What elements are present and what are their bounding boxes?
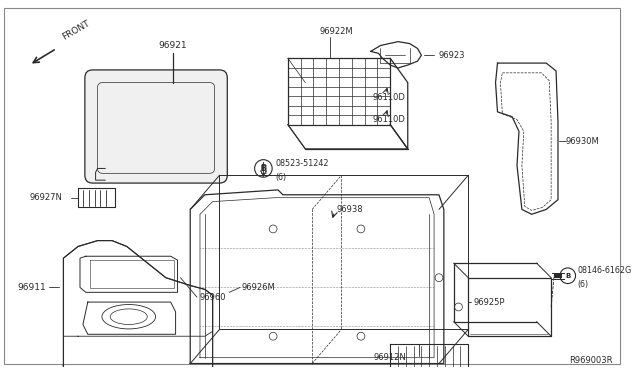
- Text: Ⓑ: Ⓑ: [260, 163, 266, 173]
- Text: 96912N: 96912N: [374, 353, 406, 362]
- Text: 96925P: 96925P: [473, 298, 504, 307]
- Text: 96110D: 96110D: [372, 93, 406, 102]
- Text: 08523-51242: 08523-51242: [275, 159, 328, 168]
- FancyBboxPatch shape: [85, 70, 227, 183]
- Text: 96927N: 96927N: [29, 193, 62, 202]
- Text: 96110D: 96110D: [372, 115, 406, 124]
- Text: 96960: 96960: [200, 293, 227, 302]
- Text: (6): (6): [577, 280, 589, 289]
- Text: 96930M: 96930M: [566, 137, 600, 145]
- Text: B: B: [260, 164, 266, 173]
- Text: B: B: [565, 273, 570, 279]
- Text: 96923: 96923: [439, 51, 465, 60]
- Text: 08146-6162G: 08146-6162G: [577, 266, 632, 275]
- Text: 96938: 96938: [337, 205, 363, 214]
- Text: 96922M: 96922M: [320, 28, 353, 36]
- Text: 96926M: 96926M: [242, 283, 276, 292]
- Text: (6): (6): [275, 173, 286, 182]
- Text: 96921: 96921: [158, 41, 187, 50]
- Text: FRONT: FRONT: [61, 19, 92, 42]
- Text: R969003R: R969003R: [569, 356, 612, 365]
- Text: 96911: 96911: [17, 283, 46, 292]
